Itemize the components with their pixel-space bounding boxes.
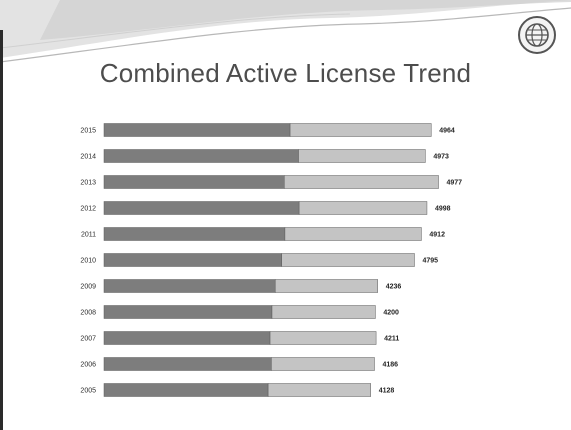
bar-segment-light — [289, 123, 432, 137]
year-label: 2006 — [80, 362, 96, 369]
bar-segment-light — [298, 149, 426, 163]
header-banner — [0, 0, 571, 63]
bar-total-label: 4236 — [386, 284, 402, 291]
bar-segment-light — [269, 331, 377, 345]
bar-total-label: 4211 — [384, 336, 399, 343]
slide-title: Combined Active License Trend — [99, 58, 472, 88]
bar-segment-light — [267, 383, 371, 397]
year-label: 2011 — [81, 232, 96, 239]
year-label: 2010 — [80, 258, 96, 265]
bar-segment-dark — [103, 383, 269, 397]
bar-total-label: 4200 — [383, 310, 399, 317]
year-label: 2007 — [80, 336, 96, 343]
bar-segment-light — [284, 227, 422, 241]
bar-total-label: 4977 — [447, 180, 463, 187]
bar-segment-light — [281, 253, 415, 267]
bar-segment-light — [284, 175, 439, 189]
bar-segment-light — [271, 357, 375, 371]
bar-segment-dark — [103, 227, 286, 241]
bar-total-label: 4128 — [379, 388, 395, 395]
bar-segment-dark — [103, 305, 273, 319]
year-label: 2005 — [80, 388, 96, 395]
left-border-rule — [0, 30, 3, 430]
bar-segment-dark — [103, 279, 276, 293]
year-label: 2015 — [80, 128, 96, 135]
bar-total-label: 4998 — [435, 206, 451, 213]
bar-segment-dark — [103, 253, 282, 267]
bar-total-label: 4186 — [382, 362, 398, 369]
year-label: 2013 — [80, 180, 96, 187]
bar-segment-dark — [103, 357, 272, 371]
year-label: 2008 — [80, 310, 96, 317]
bar-total-label: 4964 — [439, 128, 455, 135]
bar-segment-dark — [103, 149, 299, 163]
globe-seal-icon — [518, 16, 556, 54]
bar-segment-dark — [103, 201, 300, 215]
bar-segment-dark — [103, 175, 285, 189]
year-label: 2014 — [80, 154, 96, 161]
bar-segment-light — [271, 305, 376, 319]
bar-segment-light — [298, 201, 428, 215]
bar-total-label: 4973 — [433, 154, 449, 161]
bar-total-label: 4912 — [429, 232, 445, 239]
year-label: 2009 — [80, 284, 96, 291]
year-label: 2012 — [80, 206, 96, 213]
bar-total-label: 4795 — [422, 258, 438, 265]
bar-segment-dark — [103, 331, 271, 345]
bar-segment-light — [274, 279, 378, 293]
bar-segment-dark — [103, 123, 291, 137]
